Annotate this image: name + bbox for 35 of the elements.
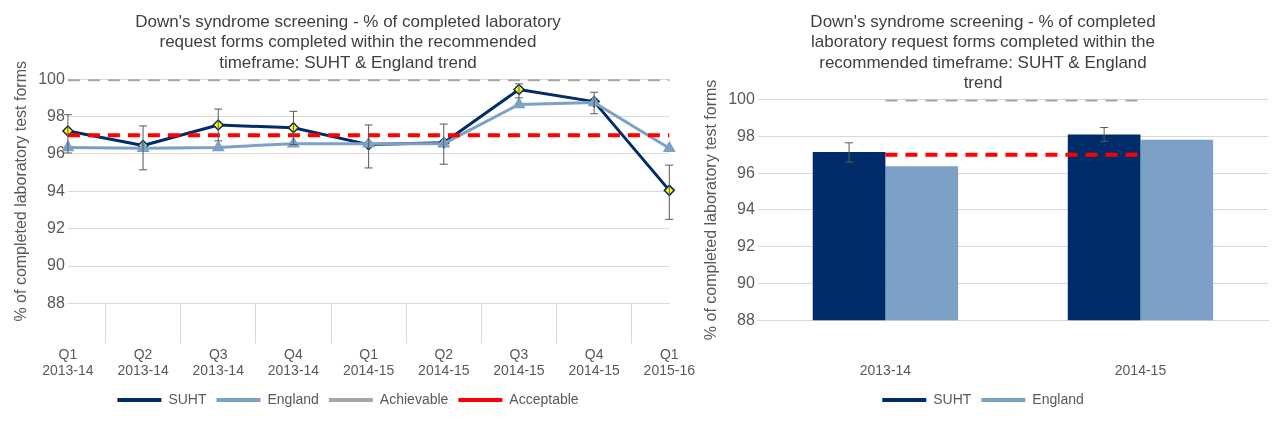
y-tick-label: 92 — [737, 237, 755, 255]
x-tick-label: Q1 2013-14 — [42, 345, 94, 379]
x-tick-label: Q4 2014-15 — [568, 345, 621, 379]
x-tick-label: Q1 2015-16 — [643, 345, 696, 379]
legend-label: Achievable — [379, 390, 449, 407]
y-tick-label: 88 — [737, 310, 755, 328]
legend-label: Acceptable — [509, 390, 579, 407]
y-tick-label: 90 — [47, 256, 65, 274]
y-tick-label: 90 — [737, 273, 755, 291]
x-tick-label: 2014-15 — [1114, 362, 1167, 379]
y-axis-title: % of completed laboratory test forms — [12, 61, 30, 322]
y-tick-label: 96 — [47, 144, 65, 162]
y-tick-label: 96 — [737, 163, 755, 181]
y-tick-label: 94 — [737, 200, 755, 218]
x-tick-label: Q2 2013-14 — [117, 345, 169, 379]
y-tick-label: 92 — [47, 219, 65, 237]
x-tick-label: Q3 2014-15 — [493, 345, 545, 379]
x-tick-label: Q3 2013-14 — [192, 345, 245, 379]
y-tick-label: 100 — [728, 90, 755, 108]
x-tick-label: Q2 2014-15 — [418, 345, 470, 379]
legend-label: SUHT — [933, 390, 972, 407]
y-tick-label: 94 — [47, 181, 65, 199]
x-tick-label: Q4 2013-14 — [267, 345, 320, 379]
legend-label: England — [1032, 390, 1084, 407]
y-tick-label: 98 — [47, 106, 65, 124]
chart-title: Down's syndrome screening - % of completed laboratory request forms completed within the recommended timeframe: SUHT & England trend — [810, 11, 1156, 93]
y-tick-label: 98 — [737, 126, 755, 144]
chart-title: Down's syndrome screening - % of completed laboratory request forms completed within the recommended timeframe: SUHT & England trend — [135, 11, 562, 72]
x-tick-label: 2013-14 — [859, 362, 912, 379]
y-tick-label: 88 — [47, 293, 65, 311]
legend-label: England — [267, 390, 319, 407]
legend-label: SUHT — [168, 390, 207, 407]
y-tick-label: 100 — [38, 69, 65, 87]
x-tick-label: Q1 2014-15 — [342, 345, 395, 379]
y-axis-title: % of completed laboratory test forms — [702, 79, 720, 341]
